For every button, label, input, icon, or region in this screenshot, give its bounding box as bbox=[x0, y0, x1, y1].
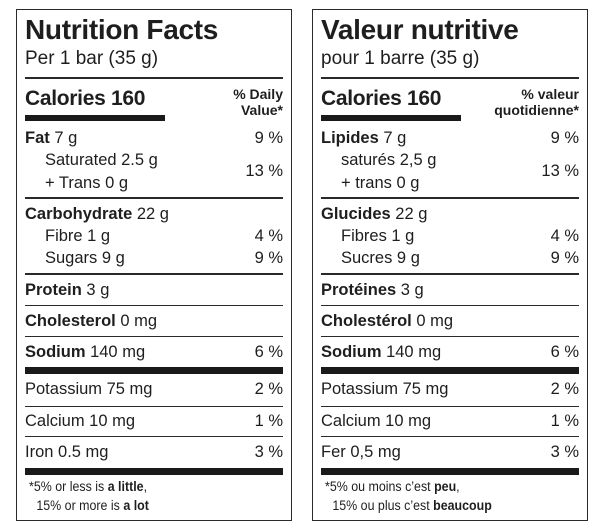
row-fibre: Fibres 1 g 4 % bbox=[341, 227, 579, 245]
divider bbox=[25, 436, 283, 437]
row-potassium: Potassium 75 mg 2 % bbox=[321, 380, 579, 398]
thick-divider bbox=[25, 367, 283, 374]
divider bbox=[321, 436, 579, 437]
divider bbox=[321, 273, 579, 275]
divider bbox=[321, 305, 579, 306]
footnote: *5% ou moins c’est peu, 15% ou plus c’es… bbox=[325, 479, 492, 513]
divider bbox=[321, 197, 579, 199]
divider bbox=[25, 273, 283, 275]
divider bbox=[321, 406, 579, 407]
calories-bar bbox=[321, 115, 461, 121]
calories: Calories 160 bbox=[25, 87, 146, 110]
divider bbox=[321, 336, 579, 337]
row-calcium: Calcium 10 mg 1 % bbox=[321, 412, 579, 430]
calories-bar bbox=[25, 115, 165, 121]
daily-value-header: % Daily Value* bbox=[233, 86, 283, 118]
row-fat: Fat 7 g 9 % bbox=[25, 129, 283, 147]
thick-divider bbox=[321, 468, 579, 475]
panel-title: Valeur nutritive bbox=[321, 14, 519, 45]
row-fat: Lipides 7 g 9 % bbox=[321, 129, 579, 147]
calories: Calories 160 bbox=[321, 87, 442, 110]
row-carbohydrate: Glucides 22 g bbox=[321, 205, 428, 223]
row-iron: Iron 0.5 mg 3 % bbox=[25, 443, 283, 461]
row-protein: Protéines 3 g bbox=[321, 281, 424, 299]
row-trans: + trans 0 g bbox=[341, 174, 420, 192]
row-trans: + Trans 0 g bbox=[45, 174, 129, 192]
row-cholesterol: Cholesterol 0 mg bbox=[25, 312, 158, 330]
row-potassium: Potassium 75 mg 2 % bbox=[25, 380, 283, 398]
divider bbox=[25, 406, 283, 407]
divider bbox=[25, 197, 283, 199]
row-saturated: Saturated 2.5 g bbox=[45, 151, 158, 169]
row-sodium: Sodium 140 mg 6 % bbox=[321, 343, 579, 361]
nutrition-facts-panel-french: Valeur nutritive pour 1 barre (35 g) Cal… bbox=[312, 9, 588, 521]
row-fibre: Fibre 1 g 4 % bbox=[45, 227, 283, 245]
row-protein: Protein 3 g bbox=[25, 281, 110, 299]
divider bbox=[25, 77, 283, 79]
nutrition-facts-panel-english: Nutrition Facts Per 1 bar (35 g) Calorie… bbox=[16, 9, 292, 521]
serving-size: pour 1 barre (35 g) bbox=[321, 48, 480, 69]
thick-divider bbox=[321, 367, 579, 374]
row-cholesterol: Cholestérol 0 mg bbox=[321, 312, 454, 330]
divider bbox=[321, 77, 579, 79]
divider bbox=[25, 336, 283, 337]
row-sodium: Sodium 140 mg 6 % bbox=[25, 343, 283, 361]
row-saturated: saturés 2,5 g bbox=[341, 151, 437, 169]
row-sugars: Sucres 9 g 9 % bbox=[341, 249, 579, 267]
serving-size: Per 1 bar (35 g) bbox=[25, 48, 159, 69]
row-calcium: Calcium 10 mg 1 % bbox=[25, 412, 283, 430]
panel-title: Nutrition Facts bbox=[25, 14, 219, 45]
row-carbohydrate: Carbohydrate 22 g bbox=[25, 205, 169, 223]
thick-divider bbox=[25, 468, 283, 475]
daily-value-header: % valeur quotidienne* bbox=[494, 86, 579, 118]
footnote: *5% or less is a little, 15% or more is … bbox=[29, 479, 149, 513]
row-sugars: Sugars 9 g 9 % bbox=[45, 249, 283, 267]
row-iron: Fer 0,5 mg 3 % bbox=[321, 443, 579, 461]
divider bbox=[25, 305, 283, 306]
